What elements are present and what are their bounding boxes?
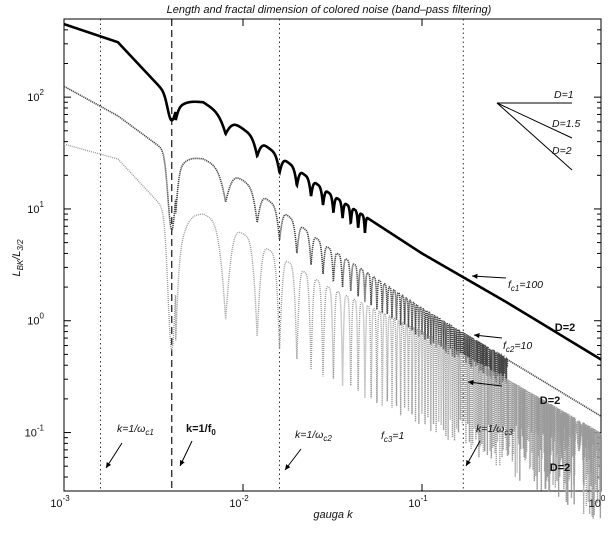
- y-tick-label: 100: [27, 312, 44, 328]
- annotation-fc1-rest: =100: [519, 279, 543, 291]
- annotation-fc2-main: f: [503, 340, 507, 352]
- annotation-fc2-rest: =10: [514, 340, 532, 352]
- slope-line-d2: [496, 102, 573, 171]
- x-tick-label-exp: -3: [63, 494, 71, 503]
- y-tick-label-exp: -1: [37, 424, 45, 433]
- x-tick-label-base: 10: [50, 498, 62, 510]
- y-tick-label: 102: [27, 88, 44, 104]
- y-tick-label-base: 10: [27, 204, 39, 216]
- y-axis-label: LBK/L3/2: [11, 239, 25, 277]
- arrow-k-omega-c1-head: [106, 462, 112, 468]
- chart-title: Length and fractal dimension of colored …: [167, 4, 492, 16]
- annotation-fc3: fc3=1: [381, 430, 404, 444]
- annotation-fc3-main: f: [381, 430, 385, 442]
- x-tick-label-exp: -1: [421, 494, 429, 503]
- y-axis-label-slash: /L: [11, 251, 23, 261]
- annotation-fc2: fc2=10: [503, 340, 532, 354]
- arrow-fc1: [471, 275, 507, 279]
- x-tick-label: 10-3: [50, 494, 70, 510]
- y-tick-label-exp: 2: [40, 88, 45, 97]
- dimension-label: D=2: [555, 322, 576, 334]
- annotation-k-omega-c2-main: k=1/ω: [295, 429, 323, 441]
- annotation-k-f0-sub: 0: [211, 428, 216, 437]
- x-tick-label-base: 10: [229, 498, 241, 510]
- series-line-2: [63, 85, 602, 417]
- y-tick-label: 101: [27, 200, 44, 216]
- x-axis-label: gauga k: [313, 509, 353, 521]
- annotations: k=1/ωc1 k=1/f0 k=1/ωc2k=1/ωc3fc1=100fc2=10…: [105, 273, 576, 474]
- x-tick-label-exp: 0: [601, 494, 606, 503]
- annotation-k-omega-c2: k=1/ωc2: [295, 429, 332, 443]
- annotation-k-omega-c2-sub: c2: [323, 434, 332, 443]
- arrow-k-omega-c3-head: [466, 460, 471, 466]
- arrow-fc1-head: [472, 273, 478, 279]
- annotation-k-omega-c1: k=1/ωc1: [117, 423, 154, 437]
- series-line-3: [63, 143, 602, 519]
- slope-legend: D=1 D=1.5 D=2: [496, 89, 580, 171]
- annotation-k-omega-c3: k=1/ωc3: [476, 423, 513, 437]
- y-axis-label-sub-bk: BK: [16, 259, 25, 270]
- annotation-fc3-rest: =1: [392, 430, 404, 442]
- x-tick-label-base: 10: [408, 498, 420, 510]
- y-axis-label-sub-32: 3/2: [16, 239, 25, 251]
- arrow-k-omega-c2-head: [285, 464, 291, 470]
- slope-legend-label: D=2: [552, 145, 572, 157]
- annotation-fc1-main: f: [508, 279, 512, 291]
- arrow-fc2-head: [474, 332, 480, 339]
- annotation-k-f0: k=1/f0: [186, 423, 216, 437]
- dimension-label: D=2: [550, 462, 571, 474]
- y-axis-label-main: L: [11, 270, 23, 276]
- arrow-k-f0-head: [179, 460, 185, 466]
- annotation-k-omega-c3-main: k=1/ω: [476, 423, 504, 435]
- x-tick-label-exp: -2: [242, 494, 250, 503]
- annotation-fc1: fc1=100: [508, 279, 543, 293]
- annotation-fc2-sub: c2: [506, 345, 515, 354]
- x-tick-label: 100: [589, 494, 606, 510]
- x-tick-label: 10-2: [229, 494, 249, 510]
- annotation-fc3-sub: c3: [384, 435, 393, 444]
- annotation-k-omega-c3-sub: c3: [504, 428, 513, 437]
- x-tick-label: 10-1: [408, 494, 428, 510]
- slope-legend-label: D=1: [554, 89, 574, 101]
- annotation-k-omega-c1-sub: c1: [145, 428, 153, 437]
- reference-lines: [100, 19, 464, 491]
- annotation-fc1-sub: c1: [511, 284, 519, 293]
- y-axis-label-text: LBK/L3/2: [11, 239, 25, 277]
- arrow-fc3-head: [468, 380, 474, 386]
- data-series: [63, 22, 602, 519]
- arrow-fc3: [467, 381, 503, 387]
- y-tick-label-exp: 1: [40, 200, 45, 209]
- y-tick-label: 10-1: [25, 424, 45, 440]
- dimension-label: D=2: [540, 395, 561, 407]
- y-tick-label-base: 10: [27, 316, 39, 328]
- slope-line-d15: [496, 102, 573, 139]
- axes: [63, 18, 602, 492]
- y-tick-label-base: 10: [27, 92, 39, 104]
- annotation-k-f0-main: k=1/f: [186, 423, 212, 435]
- x-tick-label-base: 10: [589, 498, 601, 510]
- plot-area-frame: [63, 18, 602, 492]
- y-tick-label-base: 10: [25, 428, 37, 440]
- slope-legend-label: D=1.5: [552, 118, 580, 130]
- annotation-k-omega-c1-main: k=1/ω: [117, 423, 145, 435]
- y-tick-label-exp: 0: [40, 312, 45, 321]
- series-line-1: [63, 22, 602, 361]
